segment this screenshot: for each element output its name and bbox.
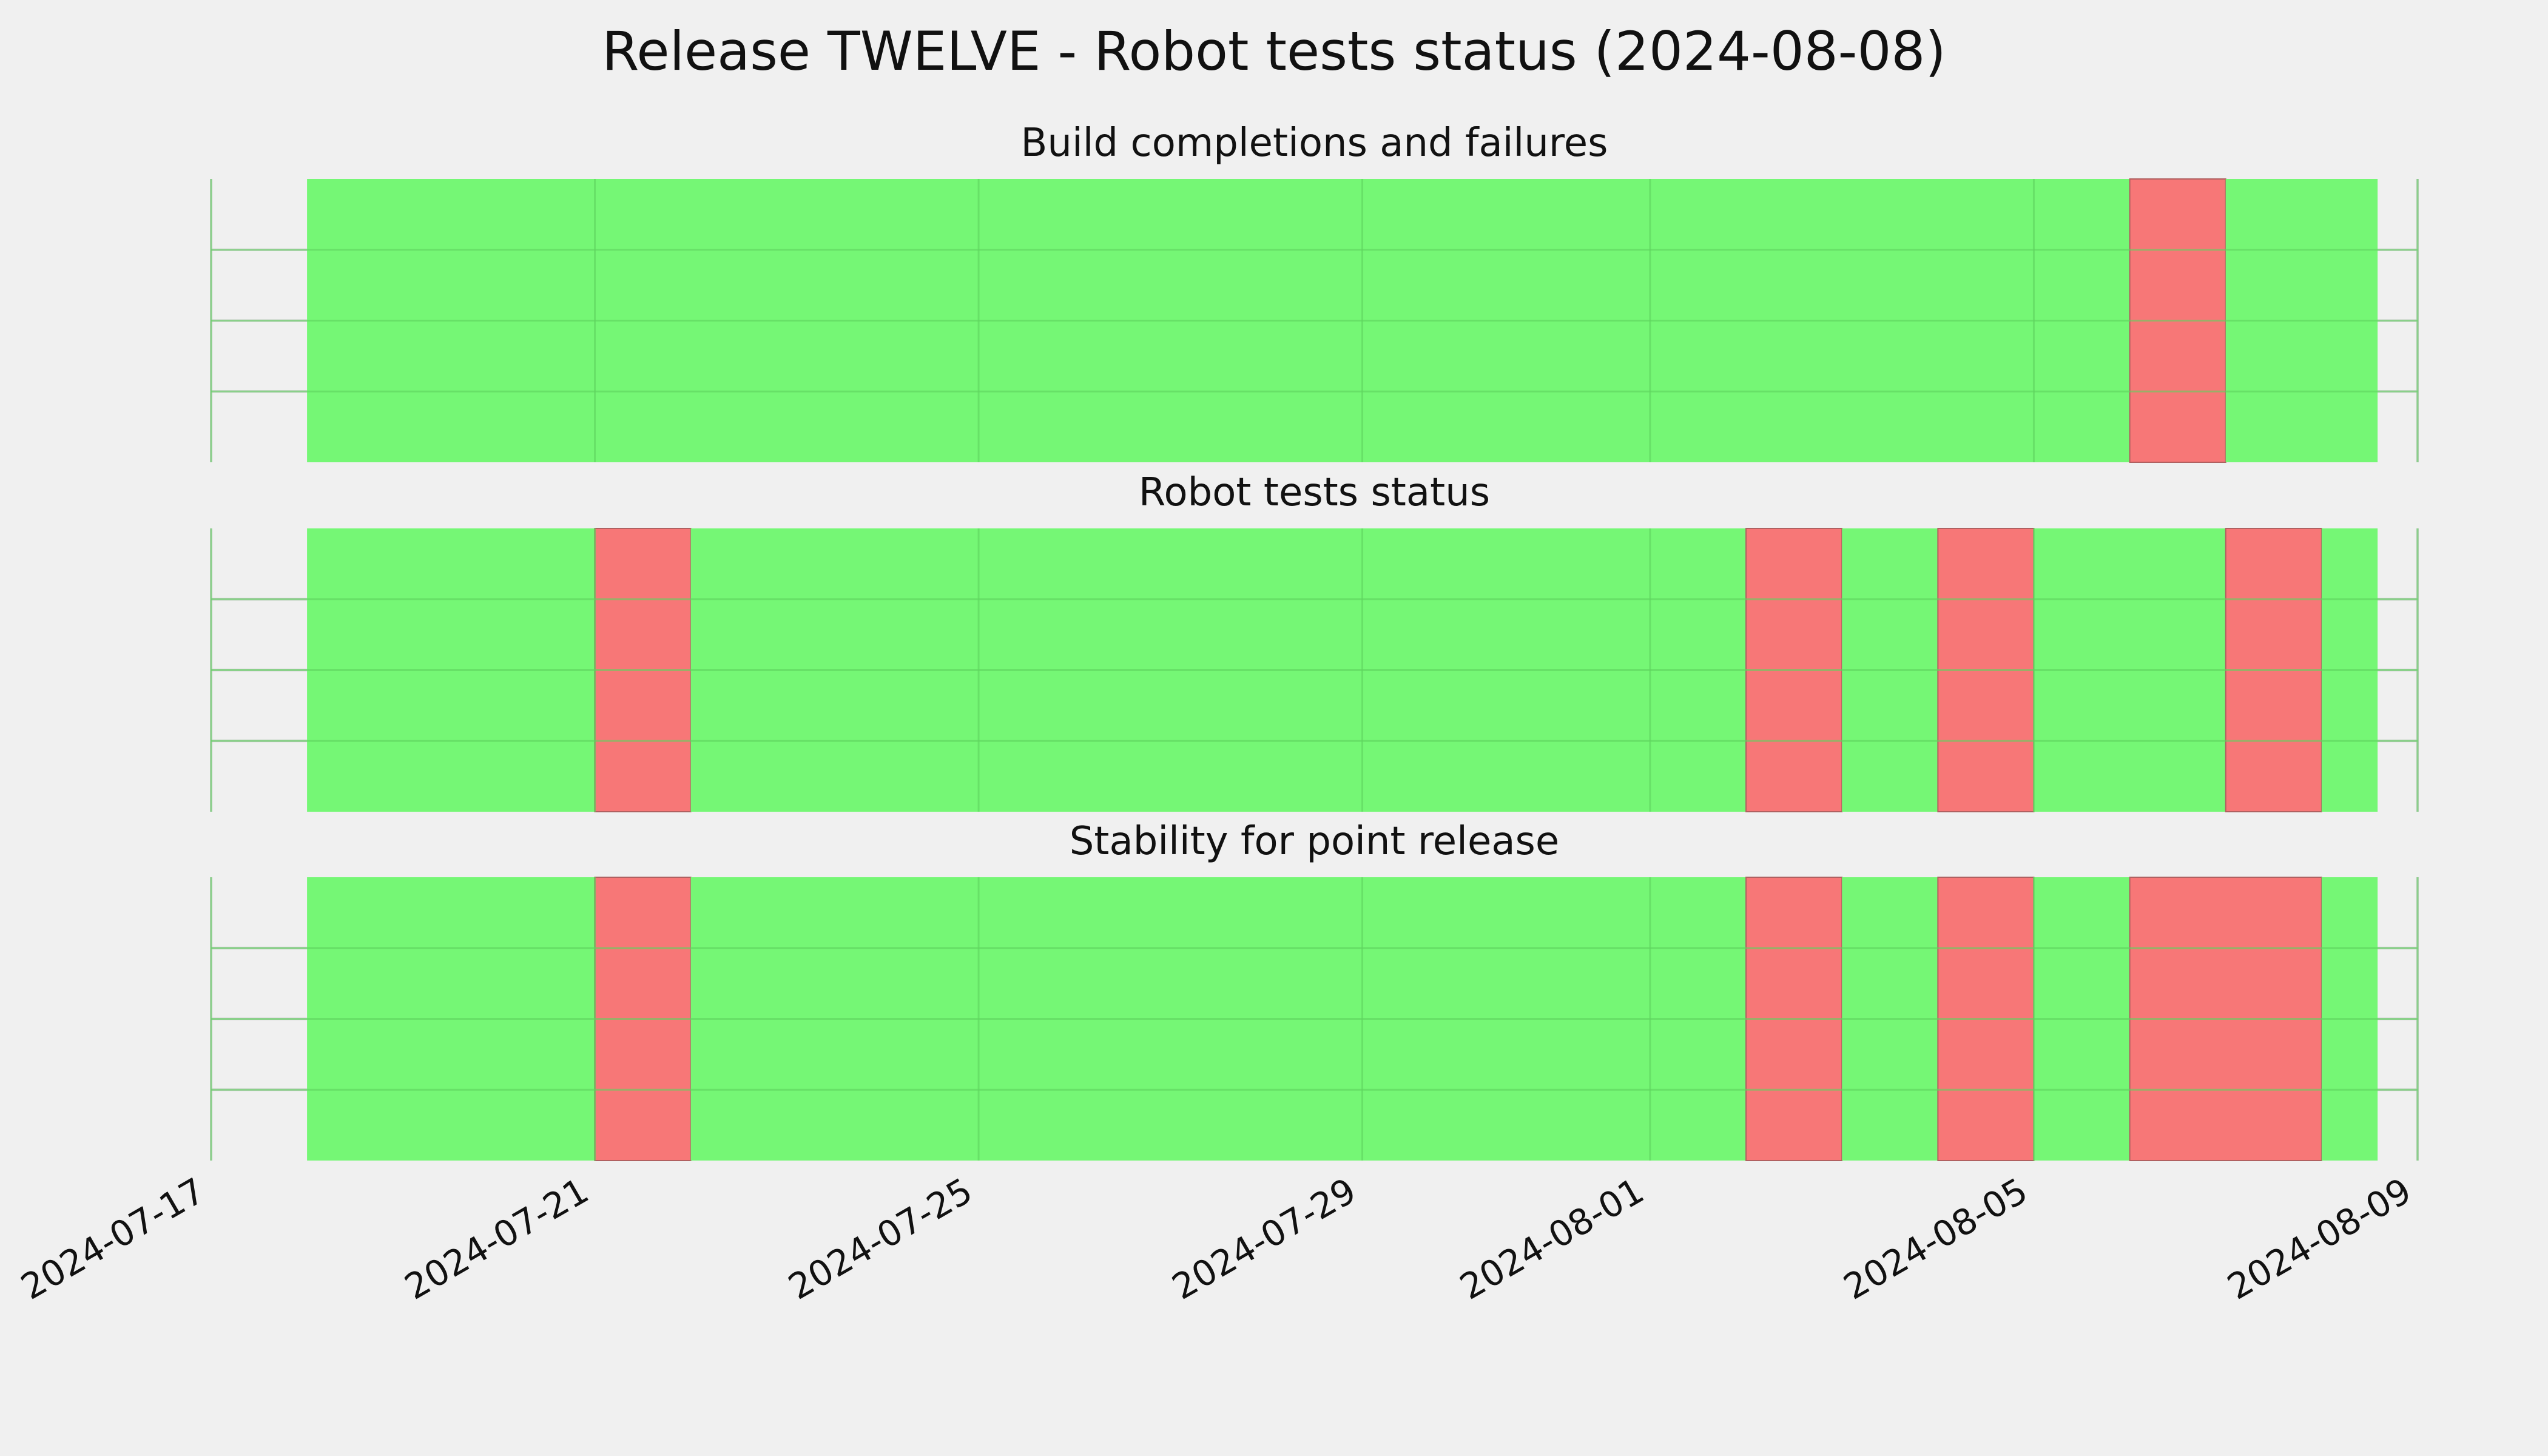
panel-title: Robot tests status xyxy=(1139,470,1490,515)
chart-title: Release TWELVE - Robot tests status (202… xyxy=(602,20,1946,83)
panel-1: Build completions and failures xyxy=(210,121,2419,463)
panel-title: Stability for point release xyxy=(1070,819,1560,864)
panels: Build completions and failures Robot test… xyxy=(210,121,2419,1161)
panel-3: Stability for point release xyxy=(210,819,2419,1161)
panel-title: Build completions and failures xyxy=(1021,121,1608,166)
panel-2: Robot tests status xyxy=(210,470,2419,812)
